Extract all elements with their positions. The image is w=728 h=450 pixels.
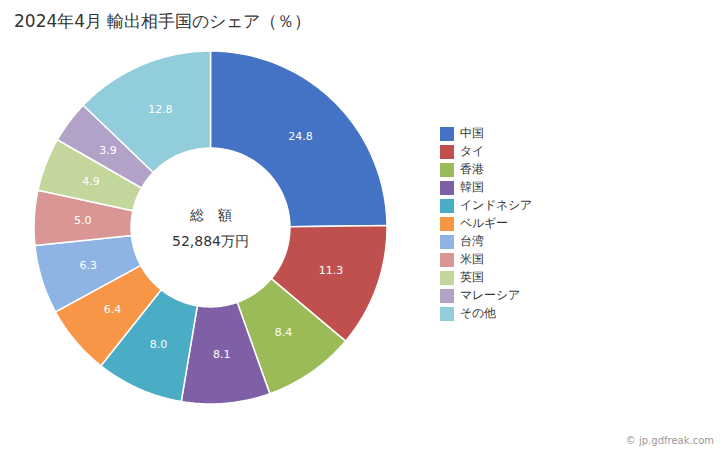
svg-text:総 額: 総 額	[189, 207, 232, 223]
svg-text:24.8: 24.8	[288, 130, 313, 143]
svg-text:3.9: 3.9	[99, 144, 117, 157]
html-text:2024年4月 輸出相手国のシェア（％）: 2024年4月 輸出相手国のシェア（％）	[14, 11, 312, 31]
html-text:米国: 米国	[460, 252, 484, 266]
svg-text:12.8: 12.8	[148, 103, 173, 116]
svg-text:11.3: 11.3	[319, 264, 344, 277]
svg-text:6.3: 6.3	[80, 259, 98, 272]
html-text:韓国: 韓国	[460, 180, 484, 194]
html-text:英国: 英国	[460, 270, 484, 284]
html-text:インドネシア: インドネシア	[460, 198, 532, 212]
html-text:ベルギー: ベルギー	[460, 216, 508, 230]
html-text:中国: 中国	[460, 126, 484, 140]
html-text:マレーシア: マレーシア	[460, 288, 520, 302]
svg-text:4.9: 4.9	[82, 175, 100, 188]
svg-text:5.0: 5.0	[74, 214, 92, 227]
svg-text:52,884万円: 52,884万円	[172, 233, 249, 249]
html-text:© jp.gdfreak.com: © jp.gdfreak.com	[625, 435, 714, 446]
svg-text:8.4: 8.4	[275, 326, 293, 339]
html-text:台湾: 台湾	[460, 234, 484, 248]
svg-text:8.0: 8.0	[150, 338, 168, 351]
html-text:その他: その他	[460, 306, 496, 320]
html-text:タイ: タイ	[460, 144, 484, 158]
svg-text:8.1: 8.1	[213, 348, 231, 361]
html-text:香港: 香港	[460, 162, 484, 176]
svg-text:6.4: 6.4	[104, 303, 122, 316]
